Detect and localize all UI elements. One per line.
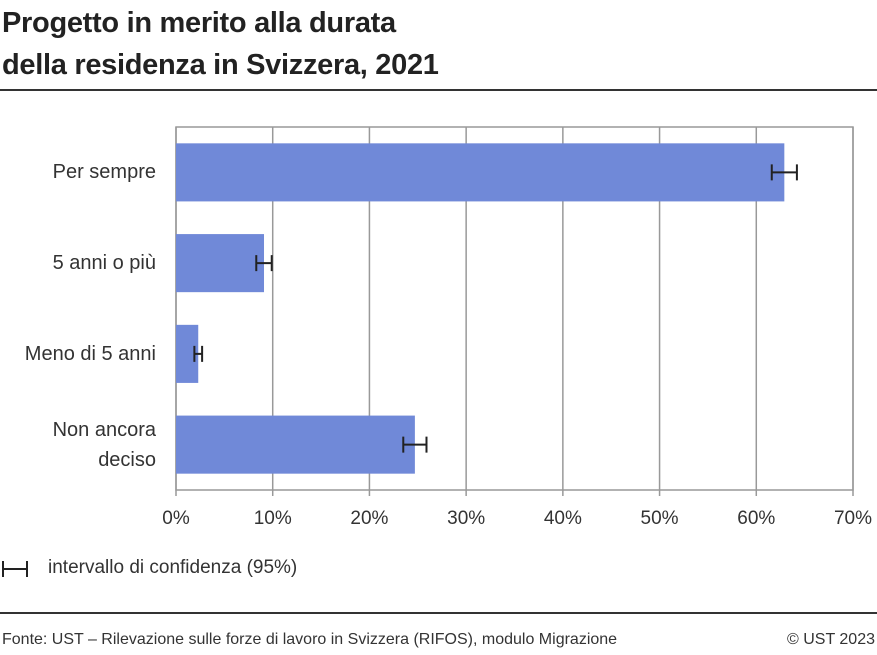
legend-label: intervallo di confidenza (95%) [48,557,298,578]
bar [176,143,785,202]
y-tick-label: Non ancora deciso [52,418,156,471]
title: Progetto in merito alla durata della res… [2,2,439,86]
title-line: della residenza in Svizzera, 2021 [2,49,439,81]
bar [176,324,199,383]
bar [176,415,415,474]
error-bar [193,345,204,362]
error-bar [255,255,273,272]
copyright: © UST 2023 [787,631,875,648]
x-tick-label: 40% [544,508,582,529]
title-line: Progetto in merito alla durata [2,7,396,39]
x-tick-label: 0% [162,508,190,529]
x-tick-label: 10% [254,508,292,529]
x-tick-label: 30% [447,508,485,529]
source: Fonte: UST – Rilevazione sulle forze di … [2,631,618,648]
x-tick-label: 60% [737,508,775,529]
y-tick-label: 5 anni o più [52,252,156,275]
legend-icon [2,561,28,577]
error-bar [770,164,798,181]
y-tick-label: Per sempre [52,161,156,184]
error-bar [402,436,428,453]
y-tick-label: Meno di 5 anni [24,342,156,365]
bar [176,234,265,293]
divider [0,89,877,91]
x-tick-label: 50% [641,508,679,529]
divider [0,612,877,614]
x-tick-label: 20% [350,508,388,529]
x-tick-label: 70% [834,508,872,529]
